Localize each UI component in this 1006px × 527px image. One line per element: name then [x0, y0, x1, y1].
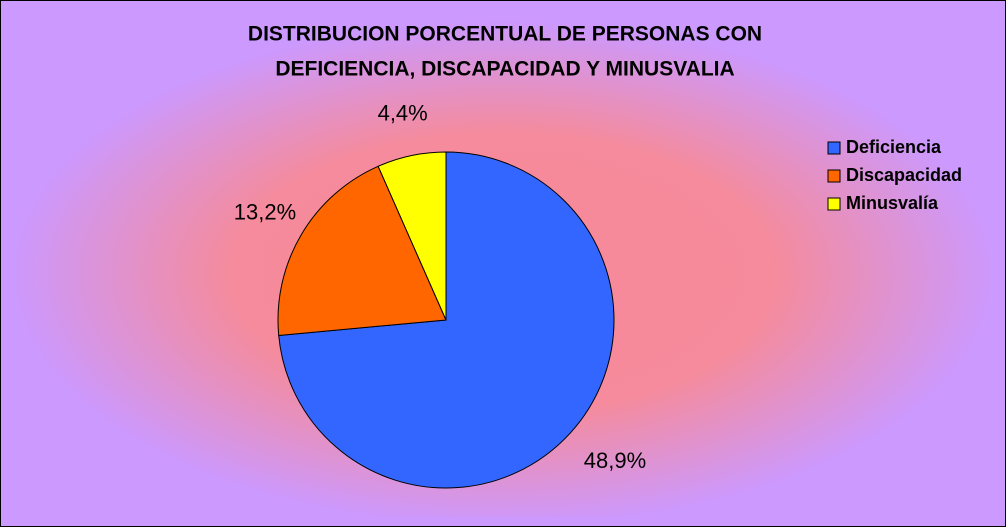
chart-title: DISTRIBUCION PORCENTUAL DE PERSONAS CON: [248, 23, 762, 46]
legend-swatch: [827, 197, 841, 211]
pie-slice: [277, 165, 447, 336]
legend-swatch: [827, 169, 841, 183]
legend-label: Minusvalía: [846, 193, 939, 213]
data-label: 4,4%: [378, 100, 428, 125]
legend-label: Discapacidad: [846, 165, 962, 185]
pie-slice: [377, 151, 447, 321]
pie: 48,9% 13,2% 4,4%: [234, 100, 646, 489]
legend-swatch: [827, 141, 841, 155]
data-label: 13,2%: [234, 199, 296, 224]
chart-title: DEFICIENCIA, DISCAPACIDAD Y MINUSVALIA: [275, 58, 734, 81]
legend-label: Deficiencia: [846, 137, 942, 157]
legend: Deficiencia Discapacidad Minusvalía: [827, 137, 962, 213]
data-label: 48,9%: [584, 448, 646, 473]
